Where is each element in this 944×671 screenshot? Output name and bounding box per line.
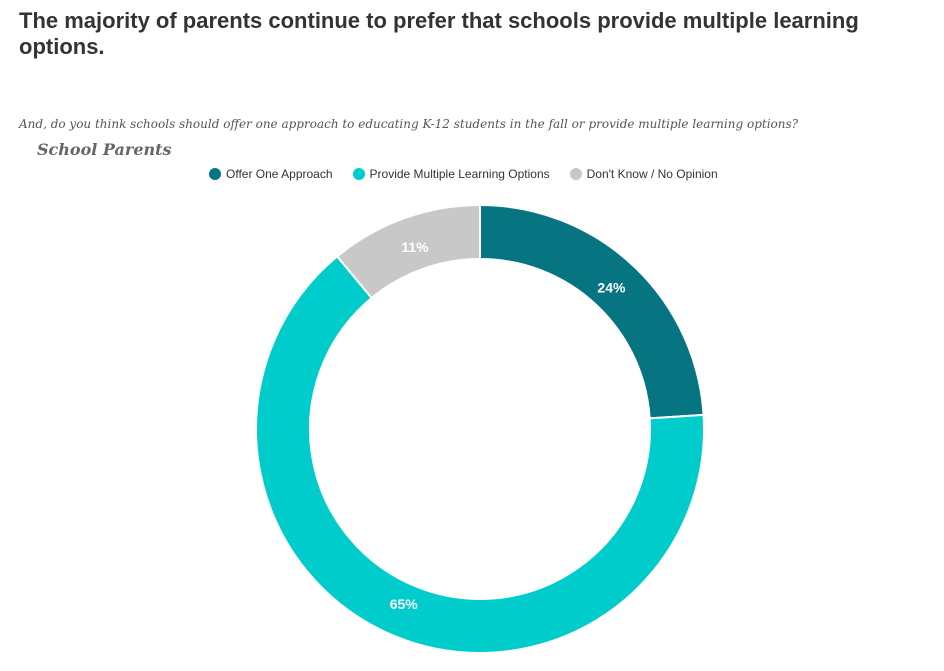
data-label-dont-know: 11% [401, 239, 429, 255]
legend-label: Provide Multiple Learning Options [369, 167, 550, 181]
legend: Offer One Approach Provide Multiple Lear… [209, 167, 738, 181]
legend-swatch [352, 168, 365, 180]
survey-question: And, do you think schools should offer o… [19, 117, 799, 131]
legend-item-offer-one-approach[interactable]: Offer One Approach [209, 167, 333, 181]
data-label-offer-one-approach: 24% [597, 280, 626, 296]
slice-dont-know[interactable] [335, 203, 481, 300]
legend-swatch [569, 168, 582, 180]
data-label-multiple-options: 65% [390, 596, 419, 612]
chart-subtitle: School Parents [37, 140, 172, 159]
legend-item-multiple-options[interactable]: Provide Multiple Learning Options [352, 167, 550, 181]
legend-item-dont-know[interactable]: Don't Know / No Opinion [569, 167, 718, 181]
legend-label: Offer One Approach [226, 167, 333, 181]
legend-label: Don't Know / No Opinion [586, 167, 718, 181]
legend-swatch [209, 168, 221, 180]
chart-title-heading: The majority of parents continue to pref… [19, 8, 859, 59]
slice-offer-one-approach[interactable] [479, 203, 705, 420]
slice-multiple-options[interactable] [255, 254, 705, 654]
